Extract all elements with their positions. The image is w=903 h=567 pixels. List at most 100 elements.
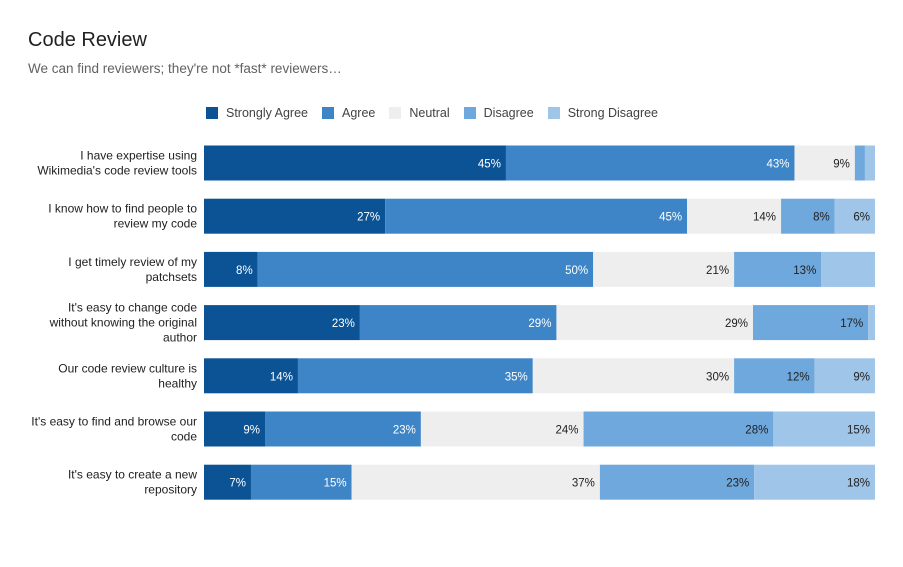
category-label-line: It's easy to create a new [68,468,197,482]
category-label-line: I have expertise using [80,149,197,163]
legend-label: Agree [342,106,376,120]
data-label: 7% [229,478,246,490]
legend-item-neutral: Neutral [389,106,450,120]
category-label-line: Our code review culture is [58,361,197,375]
category-label: I know how to find people to review my co… [48,202,197,231]
bar-segment [734,358,815,394]
chart-title: Code Review [28,29,147,51]
category-label-line: code [171,430,197,444]
bar-segment [351,464,600,500]
data-label: 12% [787,371,810,383]
category-label-line: I get timely review of my [68,255,197,269]
bar-segment [257,251,594,287]
bar-segment [204,305,360,341]
bar-segment [854,145,865,181]
legend-swatch [206,107,218,119]
legend-item-agree: Agree [322,106,375,120]
data-label: 23% [393,425,416,437]
data-label: 9% [853,371,870,383]
bar-segment [599,464,755,500]
data-label: 9% [243,425,260,437]
bar-segment [734,251,822,287]
data-label: 14% [753,212,776,224]
category-label: It's easy to find and browse our code [31,415,197,444]
bar-segment [814,358,875,394]
data-label: 6% [853,212,870,224]
legend-swatch [322,107,334,119]
bar-segment [265,411,421,447]
category-label: It's easy to create a new repository [68,468,197,497]
category-label-line: without knowing the original [49,316,197,330]
bar-segment [556,305,753,341]
bar-segment [864,145,875,181]
data-label: 24% [556,425,579,437]
data-label: 21% [706,265,729,277]
legend-label: Neutral [409,106,450,120]
legend-item-disagree: Disagree [463,106,534,120]
legend-label: Disagree [483,106,534,120]
bar-segment [583,411,774,447]
data-label: 30% [706,371,729,383]
data-label: 29% [725,318,748,330]
data-label: 17% [840,318,863,330]
bar-segment [834,198,875,234]
bar-segment [505,145,795,181]
data-label: 50% [565,265,588,277]
data-label: 45% [659,212,682,224]
data-label: 15% [324,478,347,490]
bar-segment [773,411,875,447]
bar-segment [385,198,688,234]
bar-segment [204,464,251,500]
chart-subtitle: We can find reviewers; they're not *fast… [28,61,342,76]
data-label: 18% [847,478,870,490]
category-label: It's easy to change code without knowing … [49,301,198,345]
bar-segment [297,358,533,394]
bar-segment [250,464,352,500]
category-label-line: healthy [158,376,197,390]
data-label: 15% [847,425,870,437]
category-label-line: patchsets [146,270,197,284]
data-label: 43% [766,159,789,171]
bar-segment [420,411,584,447]
category-label-line: It's easy to change code [68,301,197,315]
category-label: I get timely review of my patchsets [68,255,197,284]
bar-segment [794,145,855,181]
data-label: 29% [528,318,551,330]
data-label: 28% [745,425,768,437]
category-label-line: repository [144,483,197,497]
data-label: 8% [813,212,830,224]
chart-legend: Strongly Agree Agree Neutral Disagree St… [206,106,672,120]
legend-swatch [463,107,476,119]
category-label-line: Wikimedia's code review tools [37,164,197,178]
data-label: 37% [572,478,595,490]
legend-swatch [547,107,560,119]
bar-segment [687,198,782,234]
legend-item-strong-disagree: Strong Disagree [547,106,658,120]
bar-segment [754,464,875,500]
category-label: Our code review culture is healthy [58,361,197,390]
bar-segment [532,358,735,394]
legend-label: Strongly Agree [226,106,308,120]
bar-segment [204,358,298,394]
data-label: 23% [332,318,355,330]
bar-segment [753,305,869,341]
data-label: 35% [505,371,528,383]
bar-segment [593,251,735,287]
bar-segment [204,251,258,287]
legend-item-strongly-agree: Strongly Agree [206,106,308,120]
bar-segment [204,198,386,234]
category-label-line: review my code [114,217,198,231]
data-label: 13% [793,265,816,277]
data-label: 8% [236,265,253,277]
bar-segment [204,145,506,181]
data-label: 14% [270,371,293,383]
bar-segment [868,305,875,341]
bar-segment [359,305,557,341]
data-label: 27% [357,212,380,224]
category-label-line: author [163,331,197,345]
legend-swatch [389,107,402,119]
category-label-line: It's easy to find and browse our [31,415,197,429]
bar-segment [821,251,875,287]
data-label: 23% [726,478,749,490]
